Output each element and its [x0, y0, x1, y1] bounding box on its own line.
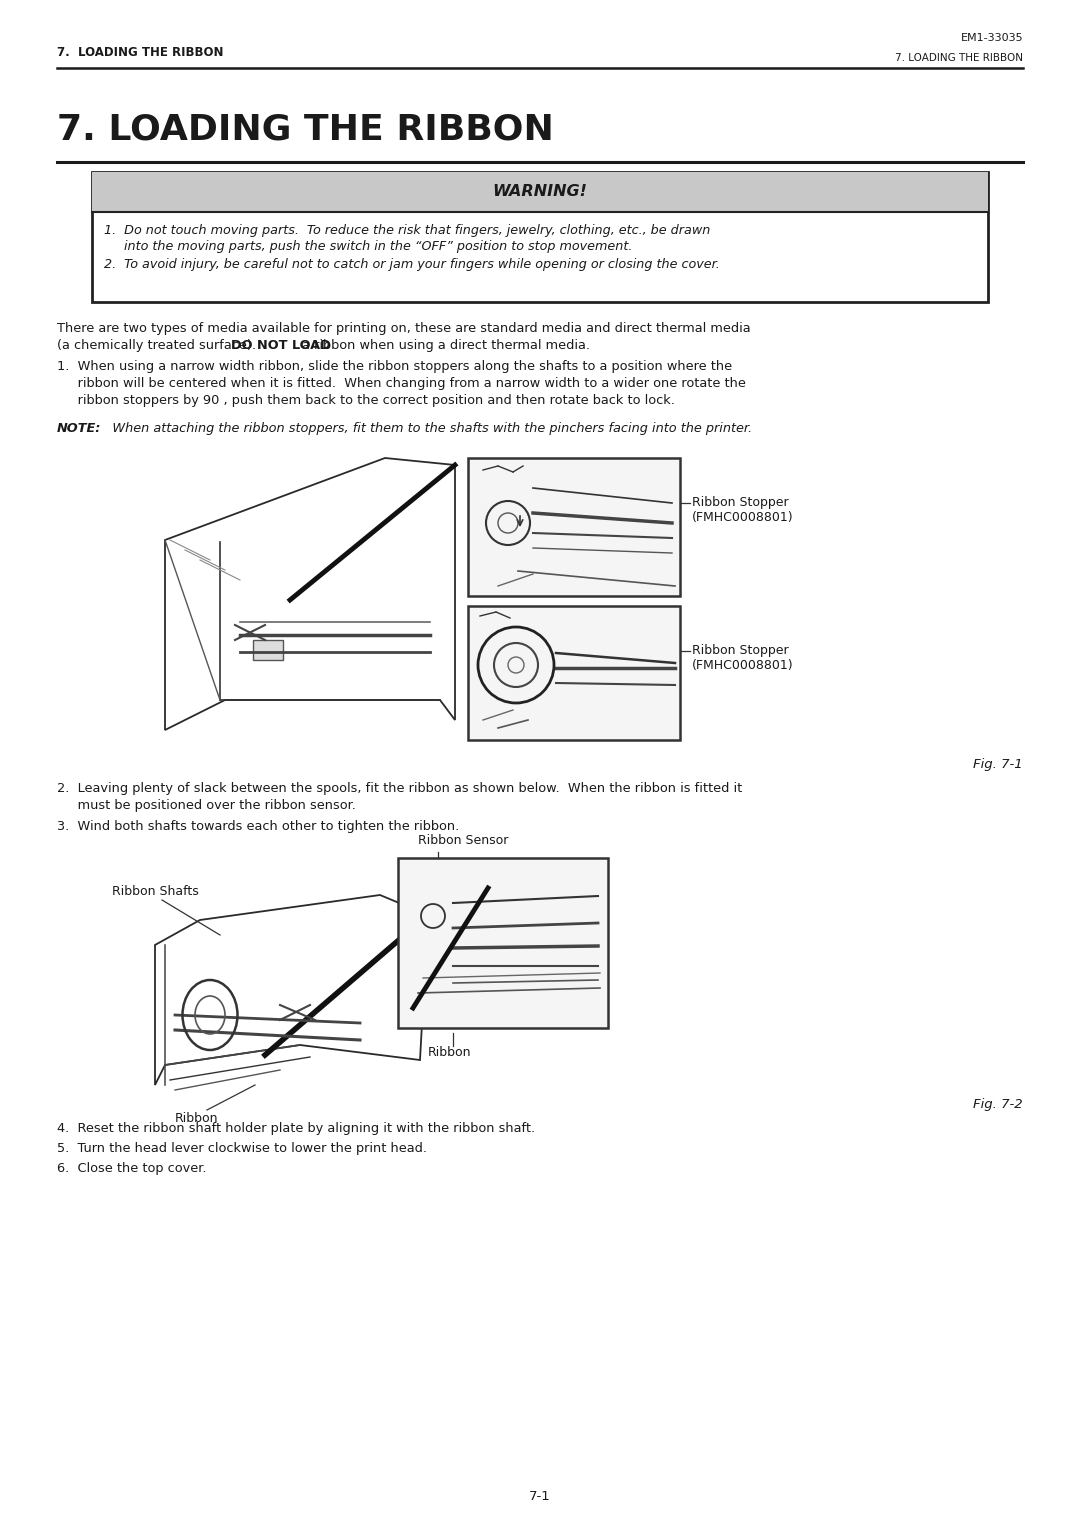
- Bar: [468, 605, 680, 740]
- Text: 1.  Do not touch moving parts.  To reduce the risk that fingers, jewelry, clothi: 1. Do not touch moving parts. To reduce …: [104, 224, 711, 236]
- Text: DO NOT LOAD: DO NOT LOAD: [231, 339, 330, 352]
- Bar: [399, 859, 608, 1028]
- Bar: [468, 458, 680, 596]
- Text: (a chemically treated surface).: (a chemically treated surface).: [57, 339, 265, 352]
- Text: into the moving parts, push the switch in the “OFF” position to stop movement.: into the moving parts, push the switch i…: [104, 239, 633, 253]
- Text: 7-1: 7-1: [529, 1490, 551, 1504]
- Text: Fig. 7-2: Fig. 7-2: [973, 1098, 1023, 1112]
- Bar: [92, 172, 988, 302]
- Bar: [92, 172, 988, 212]
- Text: There are two types of media available for printing on, these are standard media: There are two types of media available f…: [57, 322, 751, 336]
- Text: EM1-33035: EM1-33035: [960, 34, 1023, 43]
- Text: 7.  LOADING THE RIBBON: 7. LOADING THE RIBBON: [57, 46, 224, 58]
- Text: Ribbon Stopper
(FMHC0008801): Ribbon Stopper (FMHC0008801): [692, 496, 794, 525]
- Text: NOTE:: NOTE:: [57, 422, 102, 435]
- Text: Ribbon Shafts: Ribbon Shafts: [112, 884, 199, 898]
- Text: Ribbon Sensor: Ribbon Sensor: [418, 834, 509, 846]
- Text: 1.  When using a narrow width ribbon, slide the ribbon stoppers along the shafts: 1. When using a narrow width ribbon, sli…: [57, 360, 732, 374]
- Text: 7. LOADING THE RIBBON: 7. LOADING THE RIBBON: [895, 53, 1023, 63]
- Text: Fig. 7-1: Fig. 7-1: [973, 758, 1023, 772]
- Text: 2.  To avoid injury, be careful not to catch or jam your fingers while opening o: 2. To avoid injury, be careful not to ca…: [104, 258, 719, 271]
- Text: 5.  Turn the head lever clockwise to lower the print head.: 5. Turn the head lever clockwise to lowe…: [57, 1142, 427, 1154]
- Bar: [253, 640, 283, 660]
- Text: 6.  Close the top cover.: 6. Close the top cover.: [57, 1162, 206, 1174]
- Text: 7. LOADING THE RIBBON: 7. LOADING THE RIBBON: [57, 113, 554, 146]
- Text: WARNING!: WARNING!: [492, 185, 588, 200]
- Text: When attaching the ribbon stoppers, fit them to the shafts with the pinchers fac: When attaching the ribbon stoppers, fit …: [100, 422, 752, 435]
- Text: 2.  Leaving plenty of slack between the spools, fit the ribbon as shown below.  : 2. Leaving plenty of slack between the s…: [57, 782, 742, 795]
- Text: Ribbon Stopper
(FMHC0008801): Ribbon Stopper (FMHC0008801): [692, 644, 794, 673]
- Text: Ribbon: Ribbon: [175, 1112, 218, 1125]
- Text: must be positioned over the ribbon sensor.: must be positioned over the ribbon senso…: [57, 799, 356, 811]
- Text: ribbon will be centered when it is fitted.  When changing from a narrow width to: ribbon will be centered when it is fitte…: [57, 377, 746, 390]
- Text: ribbon stoppers by 90 , push them back to the correct position and then rotate b: ribbon stoppers by 90 , push them back t…: [57, 393, 675, 407]
- Text: 4.  Reset the ribbon shaft holder plate by aligning it with the ribbon shaft.: 4. Reset the ribbon shaft holder plate b…: [57, 1122, 535, 1135]
- Text: 3.  Wind both shafts towards each other to tighten the ribbon.: 3. Wind both shafts towards each other t…: [57, 820, 459, 833]
- Text: a ribbon when using a direct thermal media.: a ribbon when using a direct thermal med…: [298, 339, 591, 352]
- Text: Ribbon: Ribbon: [428, 1046, 472, 1058]
